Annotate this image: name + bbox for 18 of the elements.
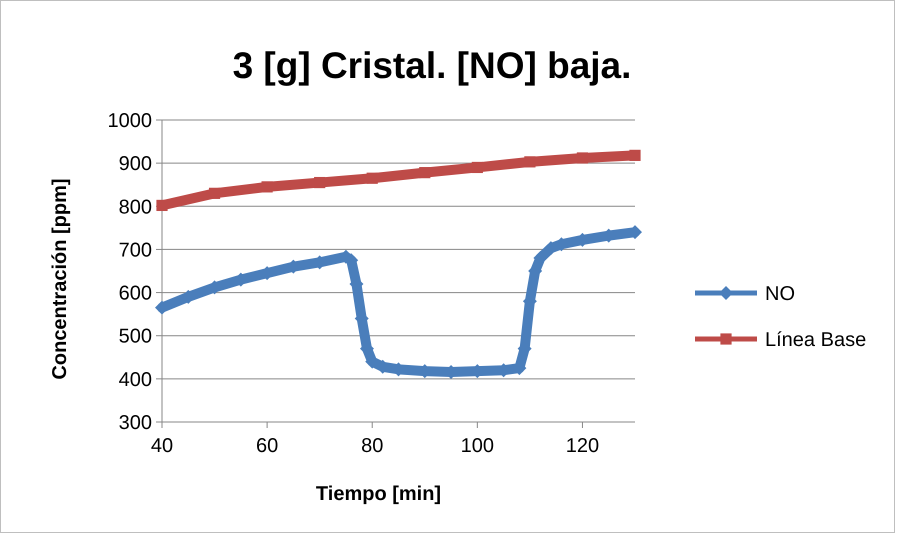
y-tick-label: 400 [118, 368, 152, 391]
y-tick-label: 1000 [108, 110, 152, 132]
y-tick-label: 500 [118, 326, 152, 348]
x-axis-title: Tiempo [min] [316, 483, 442, 505]
x-tick-label: 60 [256, 435, 278, 457]
legend-label: Línea Base [765, 329, 866, 351]
x-tick-label: 80 [361, 435, 384, 457]
y-tick-label: 700 [118, 239, 152, 262]
y-tick-label: 300 [118, 412, 152, 434]
x-tick-label: 120 [566, 435, 600, 457]
x-tick-label: 100 [460, 435, 494, 457]
chart-title: 3 [g] Cristal. [NO] baja. [232, 45, 632, 86]
x-tick-label: 40 [150, 435, 174, 457]
y-axis-title: Concentración [ppm] [49, 178, 71, 380]
y-tick-label: 600 [118, 282, 152, 305]
y-tick-label: 900 [118, 153, 152, 176]
legend-label: NO [765, 283, 795, 305]
y-tick-label: 800 [118, 196, 152, 218]
